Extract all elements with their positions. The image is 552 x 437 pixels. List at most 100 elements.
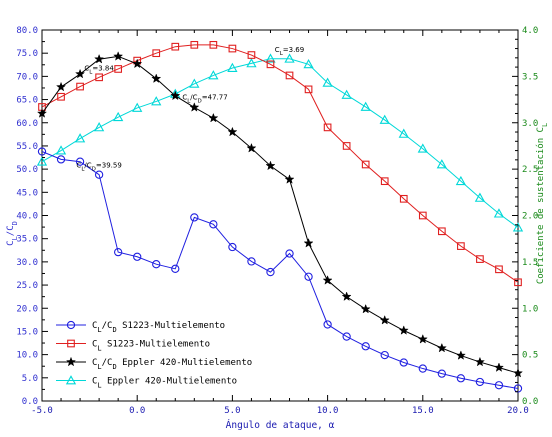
axis-layer: -5.0 0.0 5.0 10.0 15.0 20.00.05.010.015.020.0… (6, 26, 549, 431)
y-left-tick-label: 80.0 (16, 26, 38, 36)
data-point (152, 49, 161, 58)
data-point (208, 112, 219, 123)
data-point (285, 249, 294, 258)
data-point (398, 128, 409, 138)
data-point (342, 332, 351, 341)
data-point (132, 58, 143, 69)
y-right-tick-label: 3.0 (522, 119, 538, 129)
y-right-tick-label: 3.5 (522, 72, 538, 82)
data-point (113, 51, 124, 61)
data-point (209, 220, 218, 229)
data-point (323, 320, 332, 329)
data-point (493, 208, 505, 218)
data-point (266, 60, 275, 69)
legend-marker (66, 320, 76, 330)
data-point (418, 364, 427, 373)
annotation-label: CL/CD=47.77 (182, 93, 227, 104)
data-point (247, 51, 256, 59)
y-left-tick-label: 5.0 (22, 374, 38, 384)
y-left-tick-label: 35.0 (16, 235, 38, 245)
legend-label: CL/CD Eppler 420-Multielemento (92, 358, 252, 371)
data-point (476, 255, 484, 263)
y-left-tick-label: 30.0 (16, 258, 38, 268)
y-right-axis-title: Coeficiente de sustentación CL (535, 123, 549, 284)
data-point (322, 275, 333, 285)
data-point (379, 114, 390, 124)
legend-label: CL S1223-Multielemento (92, 340, 210, 353)
data-point (36, 156, 48, 166)
data-point (361, 160, 370, 169)
data-point (474, 356, 485, 367)
data-point (418, 211, 427, 220)
data-point (247, 257, 256, 266)
data-point (474, 192, 486, 202)
annotation-label: CL=3.84 (84, 64, 114, 75)
legend-label: CL Eppler 420-Multielemento (92, 377, 237, 390)
data-point (208, 70, 219, 80)
data-point (94, 170, 104, 179)
legend: CL/CD S1223-Multielemento CL S1223-Multie… (50, 314, 300, 390)
data-point (417, 143, 428, 153)
y-left-tick-label: 10.0 (16, 351, 38, 361)
y-left-tick-label: 55.0 (16, 142, 38, 152)
data-point (399, 194, 408, 203)
data-point (285, 71, 294, 80)
series-1 (38, 40, 522, 287)
data-point (436, 342, 447, 353)
data-point (75, 68, 86, 79)
y-left-tick-label: 15.0 (16, 327, 38, 337)
data-point (113, 111, 124, 122)
y-left-tick-label: 25.0 (16, 281, 38, 291)
data-point (494, 381, 504, 390)
data-point (227, 126, 238, 137)
series-2 (36, 51, 524, 378)
data-point (303, 58, 314, 69)
data-point (266, 267, 275, 277)
legend-marker (65, 356, 77, 367)
data-point (265, 160, 276, 171)
annotation-layer: CL=3.84 CL=3.69 CL/CD=47.77 CL/CD=39.59 (76, 46, 304, 173)
data-point (417, 333, 428, 344)
y-left-tick-label: 20.0 (16, 304, 38, 314)
y-left-axis-title: CL/CD (6, 221, 19, 246)
y-left-tick-label: 40.0 (16, 212, 38, 222)
y-right-tick-label: 2.0 (522, 212, 538, 222)
data-point (114, 65, 123, 73)
legend-marker (67, 339, 75, 348)
data-point (455, 175, 467, 186)
data-point (361, 342, 370, 351)
y-right-tick-label: 0.5 (522, 351, 538, 361)
x-tick-label: 10.0 (317, 406, 339, 416)
data-point (437, 227, 446, 236)
data-point (37, 147, 47, 156)
data-point (114, 247, 123, 257)
data-point (495, 265, 503, 274)
data-point (303, 238, 314, 248)
data-point (246, 142, 257, 153)
data-point (514, 278, 522, 287)
legend-entry: CL/CD S1223-Multielemento (56, 320, 225, 334)
data-point (457, 242, 465, 250)
data-point (76, 82, 84, 91)
data-point (75, 157, 85, 166)
data-point (56, 155, 66, 164)
data-point (380, 350, 389, 360)
data-point (171, 42, 180, 51)
data-point (189, 102, 200, 112)
y-right-tick-label: 1.5 (522, 258, 538, 268)
data-point (284, 53, 295, 63)
data-point (151, 73, 162, 84)
series-line (41, 58, 519, 228)
data-point (189, 78, 200, 88)
y-left-tick-label: 65.0 (16, 96, 38, 106)
x-tick-label: 5.0 (224, 406, 240, 416)
x-tick-label: 20.0 (507, 406, 529, 416)
x-tick-label: -5.0 (31, 406, 53, 416)
series-3 (36, 53, 524, 232)
legend-label: CL/CD S1223-Multielemento (92, 321, 225, 334)
y-left-tick-label: 70.0 (16, 72, 38, 82)
data-point (380, 177, 389, 186)
data-point (341, 291, 352, 301)
data-point (190, 40, 199, 49)
legend-entry: CL/CD Eppler 420-Multielemento (56, 356, 252, 371)
